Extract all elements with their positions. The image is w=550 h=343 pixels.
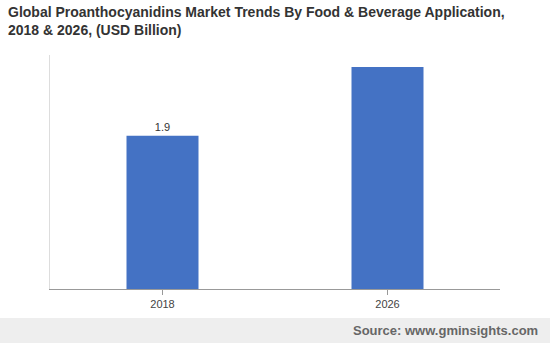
svg-text:Global Proanthocyanidins Marke: Global Proanthocyanidins Market Trends B… [8, 4, 505, 38]
svg-text:Source: www.gminsights.com: Source: www.gminsights.com [353, 323, 538, 338]
svg-text:2018: 2018 [150, 298, 174, 310]
svg-text:1.9: 1.9 [155, 121, 170, 133]
svg-text:2026: 2026 [375, 298, 399, 310]
